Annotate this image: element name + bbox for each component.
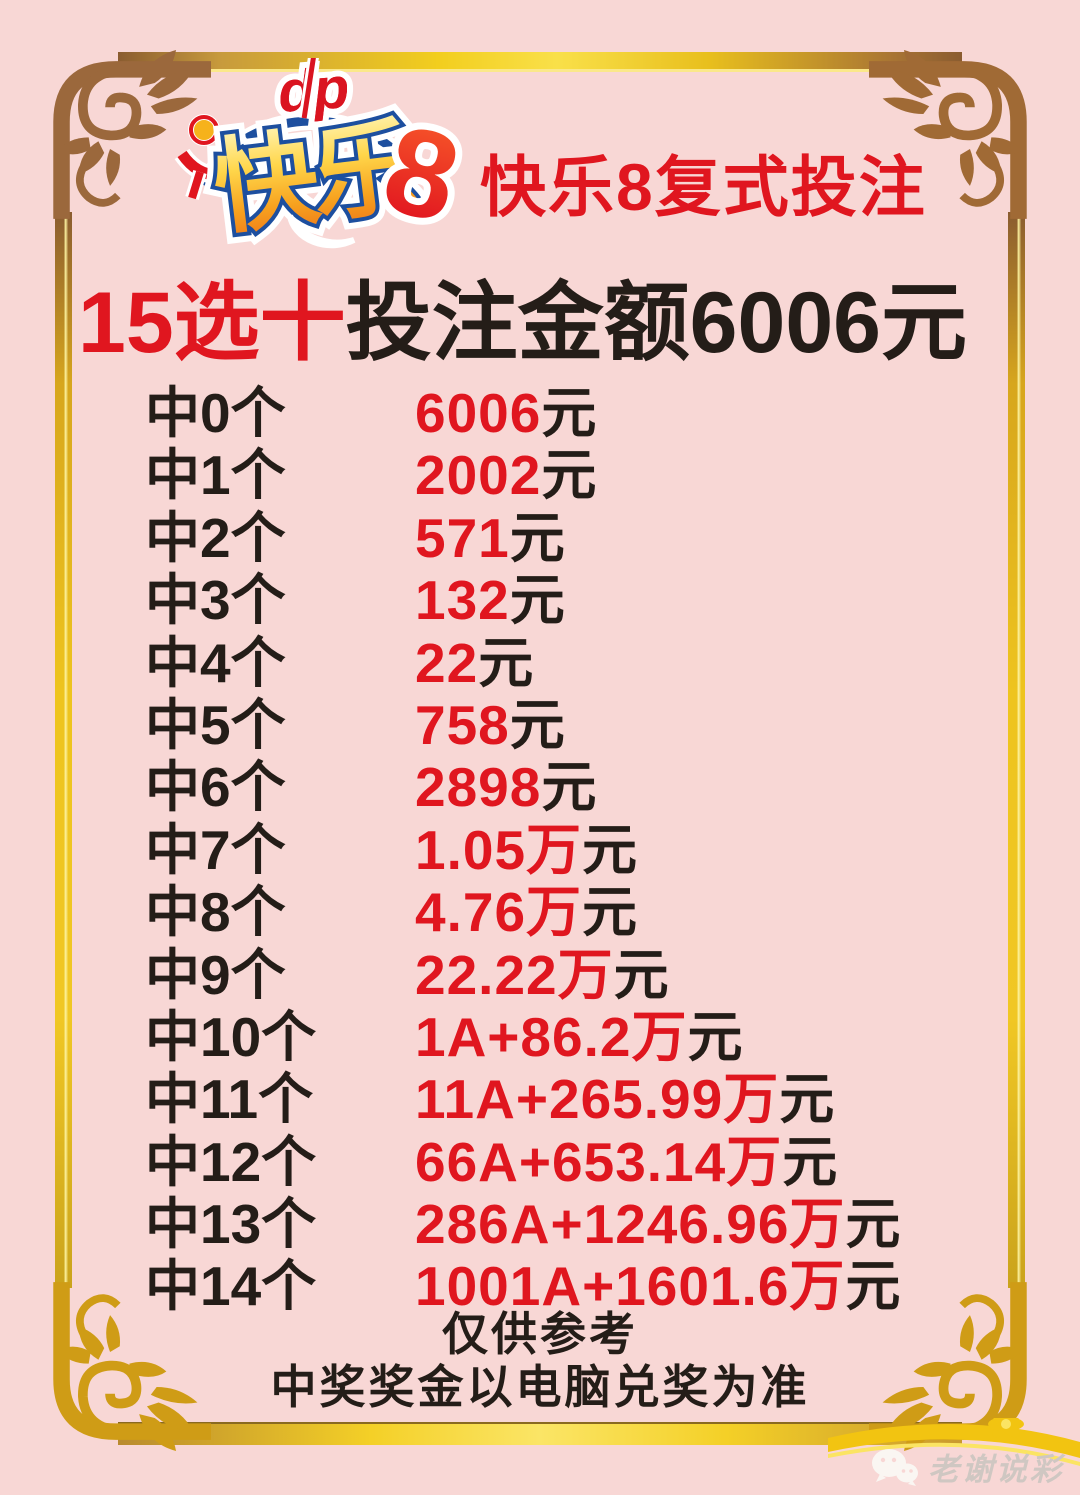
prize-unit: 元: [582, 818, 639, 881]
footer-line2: 中奖奖金以电脑兑奖为准: [270, 1361, 810, 1413]
prize-value: 66A+653.14万元: [415, 1117, 838, 1197]
prize-row: 中0个 6006元: [145, 368, 1025, 444]
prize-value: 571元: [415, 493, 566, 573]
prize-value: 2898元: [415, 742, 597, 822]
svg-text:快乐: 快乐: [208, 108, 422, 248]
prize-value: 2002元: [415, 430, 597, 510]
prize-row: 中2个 571元: [145, 493, 1025, 569]
prize-value: 4.76万元: [415, 867, 638, 947]
prize-label: 中9个: [145, 943, 286, 1006]
prize-amount: 66A+653.14万: [415, 1130, 783, 1193]
prize-unit: 元: [782, 1130, 839, 1193]
wechat-icon: [872, 1448, 918, 1486]
watermark: 老谢说彩: [870, 1444, 1064, 1489]
headline: 15选十投注金额6006元: [78, 252, 1018, 377]
prize-amount: 1A+86.2万: [415, 1005, 688, 1068]
prize-amount: 1001A+1601.6万: [415, 1255, 846, 1318]
logo-blue-arc: [197, 112, 425, 190]
prize-amount: 758: [415, 693, 510, 756]
prize-amount: 2898: [415, 756, 542, 819]
prize-unit: 元: [541, 444, 598, 507]
prize-unit: 元: [541, 382, 598, 444]
prize-unit: 元: [541, 756, 598, 819]
headline-rest: 投注金额6006元: [345, 275, 967, 371]
prize-row: 中11个 11A+265.99万元: [145, 1054, 1025, 1130]
prize-value: 286A+1246.96万元: [415, 1179, 901, 1259]
prize-value: 758元: [415, 680, 566, 760]
headline-highlight: 15选十: [78, 275, 346, 371]
prize-label: 中8个: [145, 881, 286, 944]
prize-unit: 元: [687, 1005, 744, 1068]
prize-unit: 元: [779, 1068, 836, 1131]
prize-row: 中12个 66A+653.14万元: [145, 1117, 1025, 1193]
prize-unit: 元: [509, 506, 566, 569]
prize-row: 中14个 1001A+1601.6万元: [145, 1241, 1025, 1317]
prize-label: 中1个: [145, 444, 286, 507]
prize-value: 1001A+1601.6万元: [415, 1241, 901, 1321]
frame-bar-left: [55, 212, 72, 1288]
prize-amount: 22: [415, 631, 479, 694]
prize-amount: 571: [415, 506, 510, 569]
prize-value: 11A+265.99万元: [415, 1054, 835, 1134]
prize-unit: 元: [613, 943, 670, 1006]
prize-list: 中0个 6006元 中1个 2002元 中2个 571元 中3个 132元 中4个 22元 中5个 7…: [145, 368, 1025, 1317]
prize-unit: 元: [509, 569, 566, 632]
kuaile8-logo: dp dp 快乐 快乐 8 8: [174, 58, 474, 258]
prize-value: 1A+86.2万元: [415, 992, 744, 1072]
prize-row: 中7个 1.05万元: [145, 805, 1025, 881]
prize-unit: 元: [845, 1255, 902, 1318]
gold-ribbon-decoration: [828, 1418, 1080, 1466]
gold-flower-icon: [988, 1418, 1024, 1442]
china-sports-lottery-emblem-icon: dp dp: [270, 58, 357, 131]
prize-amount: 11A+265.99万: [415, 1068, 780, 1131]
prize-label: 中6个: [145, 756, 286, 819]
prize-label: 中12个: [145, 1130, 317, 1193]
prize-unit: 元: [582, 881, 639, 944]
frame-bar-bottom: [118, 1422, 962, 1445]
prize-amount: 132: [415, 569, 510, 632]
prize-row: 中1个 2002元: [145, 430, 1025, 506]
logo-figure: [174, 114, 230, 201]
prize-row: 中3个 132元: [145, 555, 1025, 631]
prize-label: 中3个: [145, 569, 286, 632]
prize-label: 中13个: [145, 1193, 317, 1256]
page-title: 快乐8复式投注: [480, 150, 927, 224]
prize-unit: 元: [845, 1193, 902, 1256]
frame-bar-right: [1008, 212, 1025, 1288]
prize-unit: 元: [509, 693, 566, 756]
prize-row: 中13个 286A+1246.96万元: [145, 1179, 1025, 1255]
prize-row: 中8个 4.76万元: [145, 867, 1025, 943]
prize-row: 中9个 22.22万元: [145, 930, 1025, 1006]
footer-line1: 仅供参考: [442, 1308, 638, 1360]
prize-label: 中0个: [145, 382, 286, 444]
prize-label: 中11个: [145, 1068, 314, 1131]
prize-value: 6006元: [415, 368, 597, 448]
prize-value: 1.05万元: [415, 805, 638, 885]
prize-value: 22.22万元: [415, 930, 670, 1010]
prize-row: 中6个 2898元: [145, 742, 1025, 818]
prize-label: 中10个: [145, 1005, 317, 1068]
prize-value: 22元: [415, 618, 534, 698]
prize-row: 中5个 758元: [145, 680, 1025, 756]
prize-value: 132元: [415, 555, 566, 635]
logo-crescent: [287, 214, 356, 249]
prize-amount: 2002: [415, 444, 542, 507]
prize-label: 中2个: [145, 506, 286, 569]
prize-amount: 6006: [415, 382, 542, 444]
watermark-label: 老谢说彩: [928, 1452, 1064, 1487]
prize-amount: 286A+1246.96万: [415, 1193, 846, 1256]
prize-row: 中4个 22元: [145, 618, 1025, 694]
prize-label: 中5个: [145, 693, 286, 756]
frame-bar-top: [118, 52, 962, 72]
prize-label: 中7个: [145, 818, 286, 881]
prize-row: 中10个 1A+86.2万元: [145, 992, 1025, 1068]
prize-amount: 1.05万: [415, 818, 583, 881]
prize-unit: 元: [478, 631, 535, 694]
prize-amount: 4.76万: [415, 881, 583, 944]
footer-note: 仅供参考 中奖奖金以电脑兑奖为准: [0, 1308, 1080, 1414]
prize-amount: 22.22万: [415, 943, 614, 1006]
prize-label: 中4个: [145, 631, 286, 694]
prize-label: 中14个: [145, 1255, 317, 1318]
